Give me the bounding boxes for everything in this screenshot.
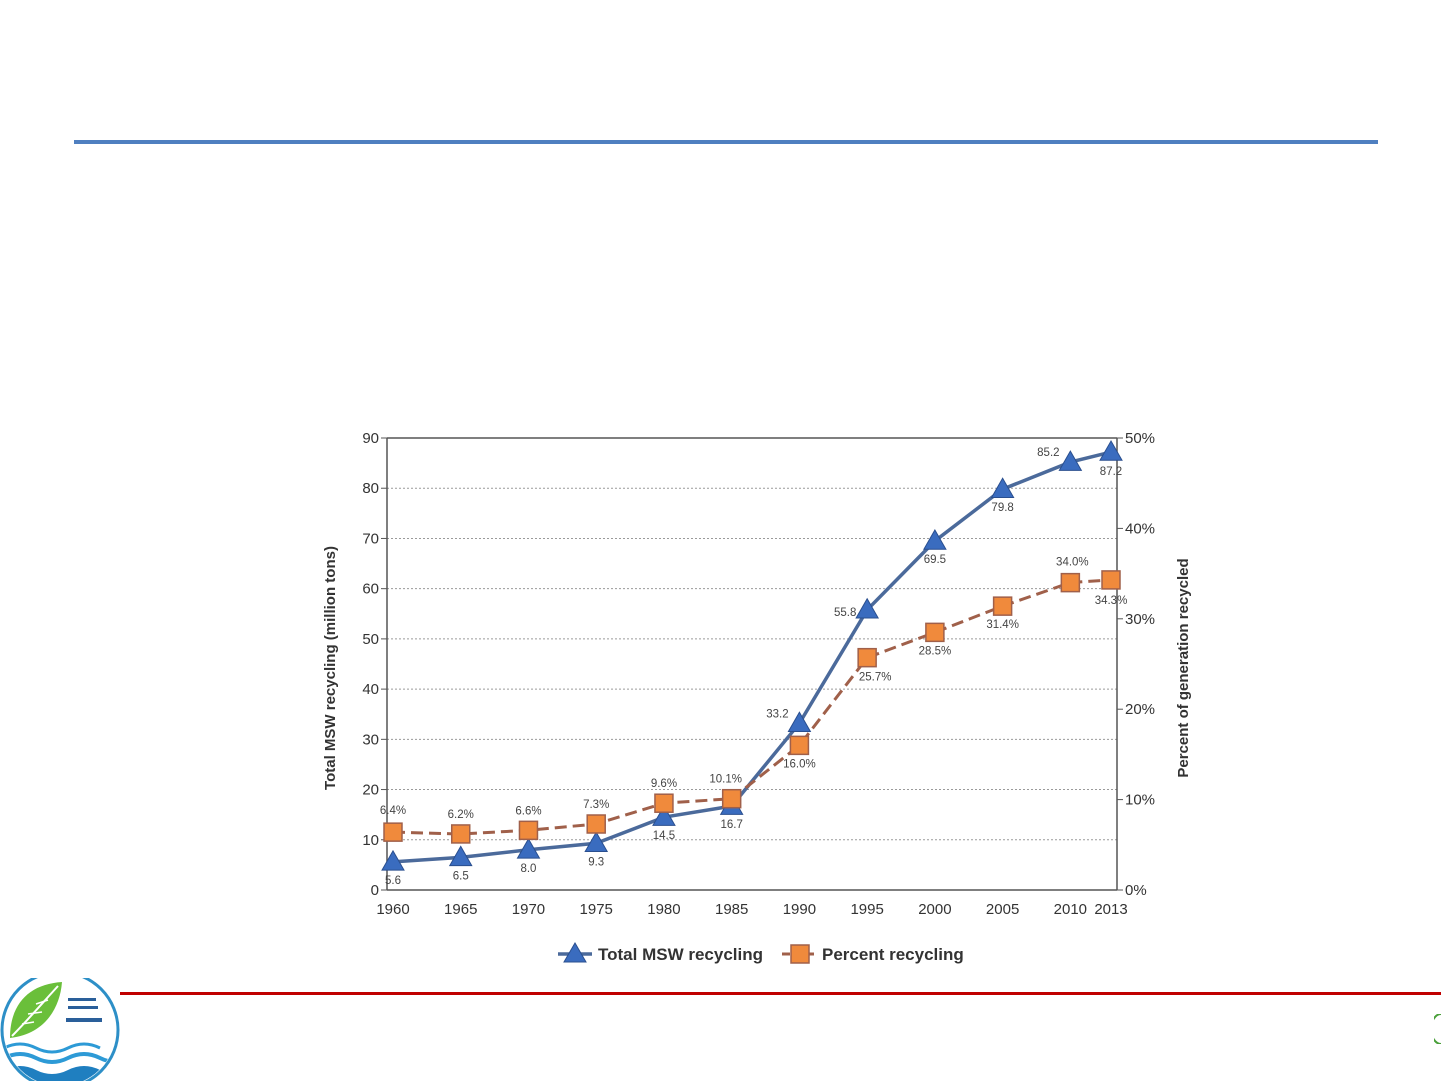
data-label: 69.5 (924, 554, 946, 566)
series-line-percent (392, 578, 1112, 836)
triangle-marker (516, 837, 541, 859)
legend-square-marker (790, 944, 810, 964)
y-axis-right-title: Percent of generation recycled (1175, 558, 1192, 777)
triangle-marker (652, 805, 676, 826)
y-right-tick-label: 40% (1125, 520, 1155, 537)
square-marker (789, 735, 810, 756)
square-marker (992, 596, 1013, 616)
x-axis-ticks: 1960 1965 1970 1975 1980 1985 1990 1995 2000 2005… (376, 901, 1127, 918)
square-marker (1101, 570, 1121, 590)
series-markers (381, 440, 1123, 871)
data-labels: 5.6 6.5 8.0 9.3 14.5 16.7 33.2 55.8 69.5 79.8 85.2… (380, 447, 1127, 887)
series-line-total-msw (392, 450, 1112, 864)
triangle-marker (787, 711, 812, 733)
data-label: 28.5% (919, 645, 952, 657)
square-marker (1060, 572, 1081, 593)
x-tick-label: 2000 (918, 901, 951, 918)
recycling-chart: 0 10 20 30 40 50 60 70 80 90 0% 10% 20% 30% 40% 50% 19… (322, 430, 1192, 964)
data-label: 6.6% (515, 805, 541, 817)
x-tick-label: 1960 (376, 901, 409, 918)
triangle-marker (584, 831, 609, 853)
data-label: 31.4% (986, 619, 1019, 631)
leaf-water-logo-icon (0, 978, 120, 1081)
data-label: 9.3 (588, 856, 604, 868)
y-right-tick-label: 50% (1125, 430, 1155, 447)
y-axis-right-ticks: 0% 10% 20% 30% 40% 50% (1117, 430, 1155, 899)
data-label: 87.2 (1100, 466, 1122, 478)
y-left-tick-label: 70 (362, 530, 379, 547)
square-marker (654, 793, 674, 813)
y-left-tick-label: 40 (362, 681, 379, 698)
gridlines (387, 487, 1117, 841)
y-left-tick-label: 60 (362, 581, 379, 598)
data-label: 16.7 (720, 819, 742, 831)
legend: Total MSW recycling Percent recycling (558, 942, 964, 964)
x-tick-label: 1980 (647, 901, 680, 918)
series-lines (392, 450, 1112, 864)
data-label: 6.5 (453, 870, 469, 882)
data-label: 5.6 (385, 875, 401, 887)
x-tick-label: 2005 (986, 901, 1019, 918)
y-right-tick-label: 10% (1125, 792, 1155, 809)
triangle-marker (855, 597, 880, 619)
square-marker (450, 824, 471, 844)
x-tick-label: 2010 (1054, 901, 1087, 918)
y-right-tick-label: 30% (1125, 611, 1155, 628)
y-left-tick-label: 10 (362, 832, 379, 849)
data-label: 9.6% (651, 778, 677, 790)
bottom-divider (120, 992, 1441, 995)
x-tick-label: 1995 (850, 901, 883, 918)
square-marker (518, 820, 539, 841)
x-tick-label: 1970 (512, 901, 545, 918)
data-label: 14.5 (653, 830, 675, 842)
data-label: 6.4% (380, 805, 406, 817)
y-left-tick-label: 30 (362, 731, 379, 748)
triangle-marker (990, 477, 1015, 498)
square-marker (586, 814, 606, 834)
triangle-marker (381, 849, 405, 871)
y-right-tick-label: 0% (1125, 882, 1147, 899)
data-label: 34.3% (1095, 595, 1128, 607)
data-label: 55.8 (834, 607, 856, 619)
x-tick-label: 2013 (1094, 901, 1127, 918)
legend-label-percent: Percent recycling (822, 945, 964, 964)
y-left-tick-label: 20 (362, 782, 379, 799)
data-label: 8.0 (520, 863, 536, 875)
data-label: 6.2% (448, 809, 474, 821)
y-left-tick-label: 80 (362, 480, 379, 497)
y-right-tick-label: 20% (1125, 701, 1155, 718)
data-label: 10.1% (709, 774, 742, 786)
data-label: 16.0% (783, 758, 816, 770)
square-marker (925, 622, 945, 643)
y-axis-left-ticks: 0 10 20 30 40 50 60 70 80 90 (362, 430, 387, 899)
y-left-tick-label: 90 (362, 430, 379, 447)
data-label: 85.2 (1037, 447, 1059, 459)
x-tick-label: 1990 (783, 901, 816, 918)
y-left-tick-label: 50 (362, 631, 379, 648)
triangle-marker (923, 528, 947, 550)
legend-triangle-marker (563, 942, 587, 963)
data-label: 33.2 (766, 708, 788, 720)
square-marker (721, 788, 742, 809)
x-tick-label: 1975 (580, 901, 613, 918)
x-tick-label: 1985 (715, 901, 748, 918)
data-label: 34.0% (1056, 557, 1089, 569)
data-label: 7.3% (583, 799, 609, 811)
legend-label-total-msw: Total MSW recycling (598, 945, 763, 964)
square-marker (857, 647, 877, 668)
corner-mark (1434, 1014, 1441, 1044)
top-divider (74, 140, 1378, 144)
data-label: 25.7% (859, 672, 892, 684)
triangle-marker (1058, 450, 1083, 471)
triangle-marker (1099, 440, 1123, 461)
square-marker (383, 822, 403, 842)
x-tick-label: 1965 (444, 901, 477, 918)
y-axis-left-title: Total MSW recycling (million tons) (322, 546, 339, 790)
triangle-marker (448, 845, 473, 867)
y-left-tick-label: 0 (371, 882, 379, 899)
plot-frame (386, 437, 1118, 891)
data-label: 79.8 (991, 502, 1013, 514)
